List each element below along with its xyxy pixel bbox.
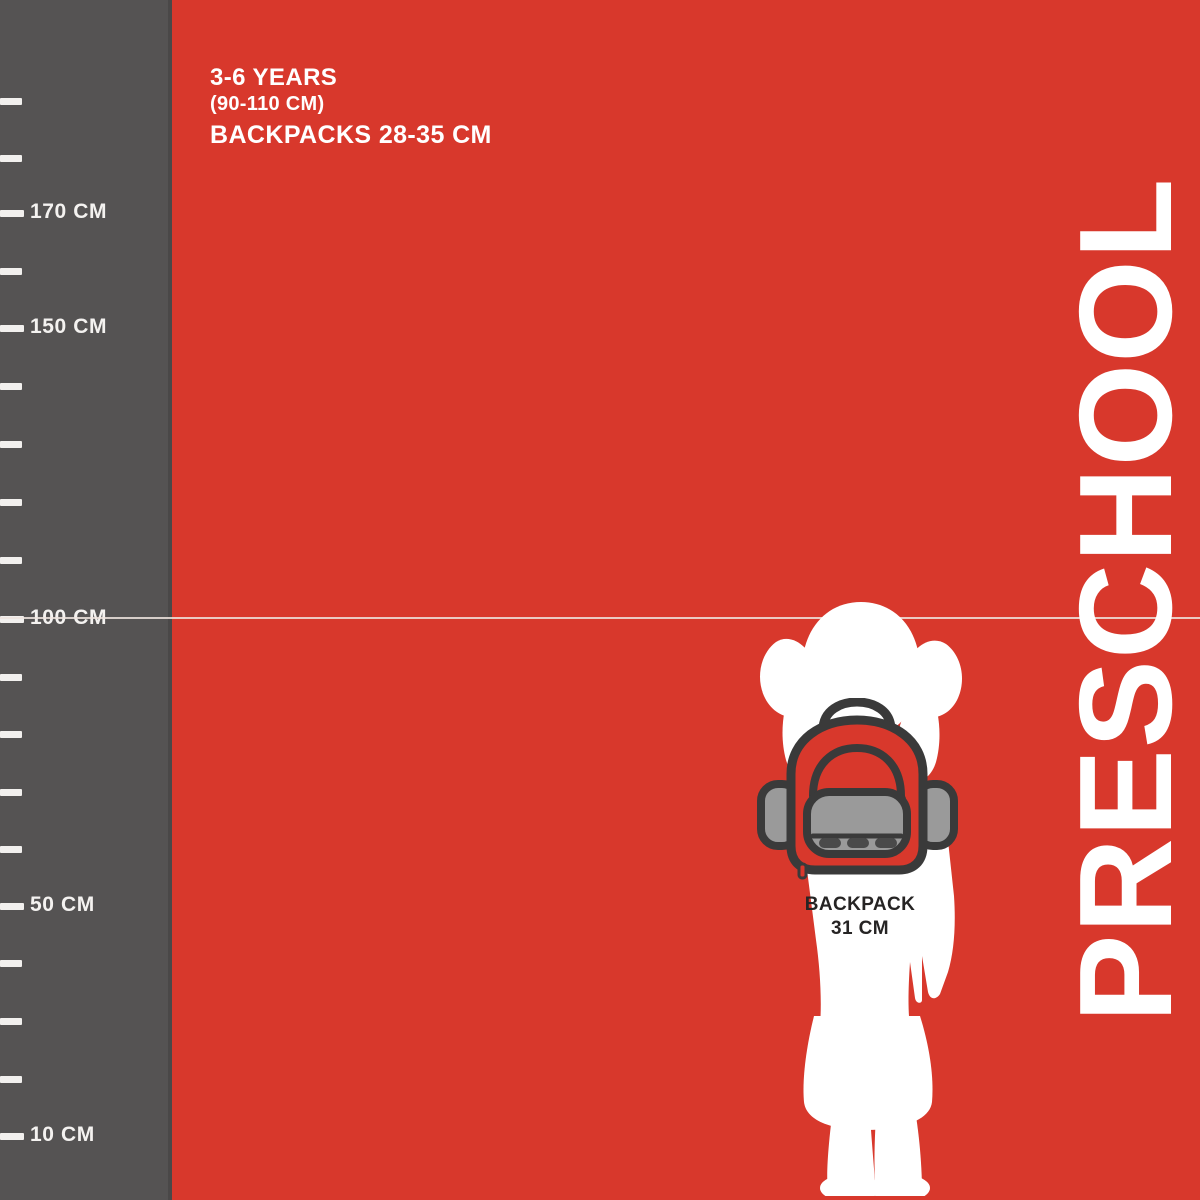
backpack-illustration: [755, 698, 960, 890]
ruler-tick: [0, 325, 24, 332]
ruler-tick: [0, 557, 22, 564]
ruler-tick: [0, 731, 22, 738]
age-range-label: 3-6 YEARS: [210, 64, 338, 91]
ruler-tick-label: 50 CM: [30, 893, 95, 916]
header-text-block: 3-6 YEARS (90-110 CM) BACKPACKS 28-35 CM: [210, 64, 492, 152]
height-ruler: [0, 0, 168, 1200]
height-range-label: (90-110 CM): [210, 93, 325, 116]
backpack-caption-line1: BACKPACK: [804, 894, 916, 915]
ruler-tick-label: 10 CM: [30, 1123, 95, 1146]
ruler-tick: [0, 846, 22, 853]
ruler-tick: [0, 960, 22, 967]
ruler-tick: [0, 1018, 22, 1025]
ruler-tick: [0, 98, 22, 105]
ruler-tick: [0, 155, 22, 162]
backpack-buckle-1: [819, 838, 841, 848]
preschool-wordmark-text: PRESCHOOL: [1052, 177, 1199, 1023]
ruler-tick: [0, 441, 22, 448]
ruler-tick: [0, 616, 24, 623]
backpack-range-label: BACKPACKS 28-35 CM: [210, 121, 492, 150]
ruler-tick-label: 170 CM: [30, 200, 108, 223]
ruler-tick: [0, 903, 24, 910]
backpack-handle: [818, 698, 896, 735]
ruler-tick: [0, 674, 22, 681]
ruler-edge-divider: [168, 0, 172, 1200]
ruler-tick: [0, 499, 22, 506]
preschool-wordmark: PRESCHOOL: [1046, 0, 1200, 1200]
ruler-tick: [0, 268, 22, 275]
ruler-tick-label: 150 CM: [30, 315, 108, 338]
backpack-bottom-tag: [797, 862, 808, 880]
backpack-buckle-3: [875, 838, 897, 848]
ruler-tick: [0, 1133, 24, 1140]
ruler-tick: [0, 210, 24, 217]
backpack-buckle-2: [847, 838, 869, 848]
backpack-zipper-arc: [809, 743, 905, 800]
backpack-caption-line2: 31 CM: [831, 917, 889, 939]
ruler-tick: [0, 789, 22, 796]
height-guide-line: [0, 617, 1200, 619]
ruler-tick: [0, 1076, 22, 1083]
backpack-size-caption: BACKPACK 31 CM: [780, 893, 940, 941]
ruler-tick: [0, 383, 22, 390]
